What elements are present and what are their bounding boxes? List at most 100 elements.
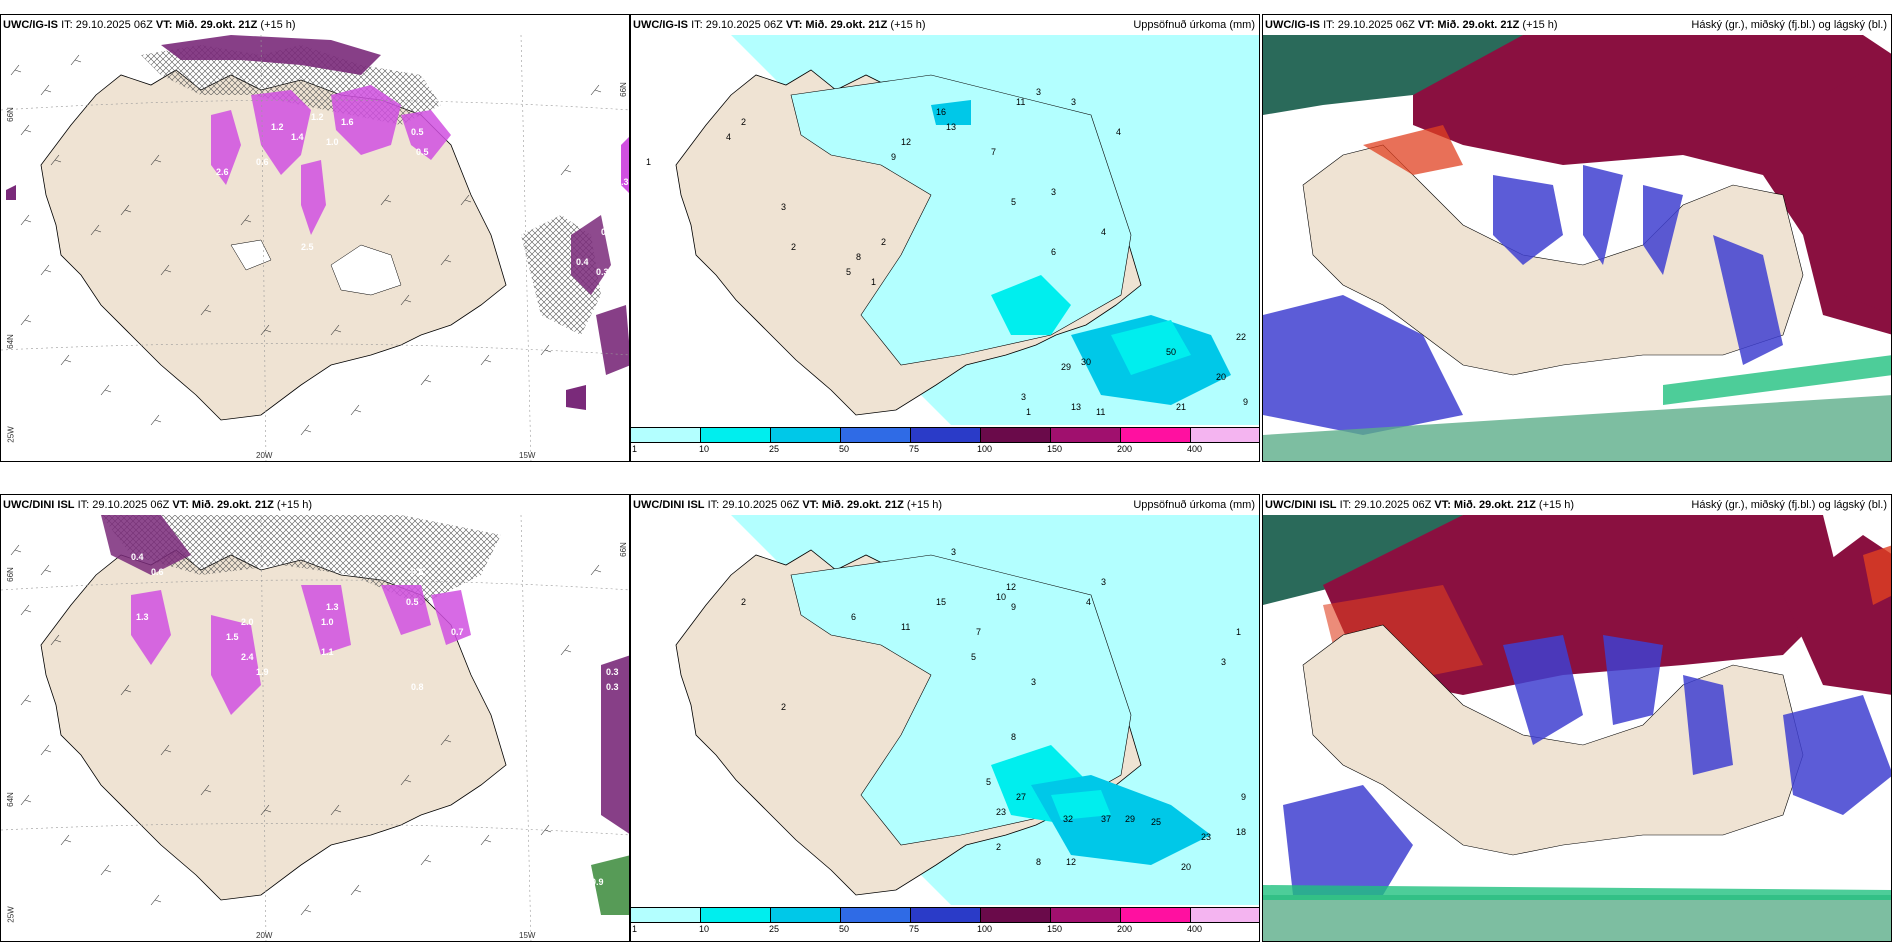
legend-labels: 1 10 25 50 75 100 150 200 400: [631, 444, 1259, 455]
init-time: IT: 29.10.2025 06Z: [707, 499, 800, 511]
model-name: UWC/DINI ISL: [633, 499, 705, 511]
precip-value: 10: [996, 592, 1006, 602]
snow-value: 0.3: [606, 667, 619, 677]
precip-value: 50: [1166, 347, 1176, 357]
precip-value: 3: [781, 202, 786, 212]
precip-value: 29: [1061, 362, 1071, 372]
panel-ig-is-wind: UWC/IG-IS IT: 29.10.2025 06Z VT: Mið. 29…: [0, 14, 630, 462]
lat-label: 66N: [618, 542, 628, 557]
legend-swatch: [1191, 908, 1259, 922]
snow-value: 0.3: [606, 682, 619, 692]
panel-ig-is-precip: UWC/IG-IS IT: 29.10.2025 06Z VT: Mið. 29…: [630, 14, 1260, 462]
precip-value: 16: [936, 107, 946, 117]
lon-label: 15W: [519, 931, 536, 940]
forecast-offset: (+15 h): [1538, 499, 1575, 511]
snow-value: 0.7: [456, 107, 469, 117]
field-title: Háský (gr.), miðský (fj.bl.) og lágský (…: [1691, 19, 1887, 31]
legend-label: 400: [1187, 444, 1203, 454]
precip-value: 9: [891, 152, 896, 162]
iceland-land: [1302, 144, 1804, 376]
snow-value: 1.6: [341, 117, 354, 127]
valid-label: VT:: [802, 499, 819, 511]
lon-label: 15W: [519, 451, 536, 460]
panel-ig-is-cloud: UWC/IG-IS IT: 29.10.2025 06Z VT: Mið. 29…: [1262, 14, 1892, 462]
snow-value: 0.5: [411, 127, 424, 137]
lon-label: 25W: [6, 906, 16, 923]
precip-value: 20: [1181, 862, 1191, 872]
snow-value: 0.8: [411, 682, 424, 692]
precip-value: 2: [781, 702, 786, 712]
cloud-map: [1263, 515, 1891, 941]
legend-label: 25: [769, 924, 780, 934]
legend-swatch: [631, 428, 701, 442]
precip-map: 3 2 6 15 10 12 9 5 4 3 11 7 8 3 2 5 23 2…: [631, 515, 1259, 905]
precip-value: 9: [1011, 602, 1016, 612]
lat-label: 66N: [5, 107, 15, 122]
forecast-offset: (+15 h): [260, 19, 296, 31]
legend-swatch: [1121, 428, 1191, 442]
wind-map: 0.4 0.3 2.6 1.4 1.0 1.6 0.6 0.5 0.3 0.3 …: [1, 35, 629, 461]
legend-label: 10: [699, 924, 710, 934]
precip-value: 12: [1066, 857, 1076, 867]
legend-label: 1: [632, 444, 638, 454]
panel-dini-cloud: UWC/DINI ISL IT: 29.10.2025 06Z VT: Mið.…: [1262, 494, 1892, 942]
precip-value: 3: [1101, 577, 1106, 587]
snow-value: 0.6: [151, 567, 164, 577]
snow-value: 0.3: [616, 177, 629, 187]
lat-label: 64N: [5, 792, 15, 807]
legend-label: 50: [839, 444, 850, 454]
valid-time: Mið. 29.okt. 21Z: [805, 19, 888, 31]
valid-time: Mið. 29.okt. 21Z: [821, 499, 904, 511]
precip-value: 37: [1101, 814, 1111, 824]
snow-value: 1.5: [226, 632, 239, 642]
init-time: IT: 29.10.2025 06Z: [1339, 499, 1432, 511]
precip-value: 13: [1071, 402, 1081, 412]
panel-header: UWC/DINI ISL IT: 29.10.2025 06Z VT: Mið.…: [1265, 499, 1574, 511]
legend-swatch: [841, 908, 911, 922]
valid-time: Mið. 29.okt. 21Z: [1437, 19, 1520, 31]
legend-label: 200: [1117, 924, 1133, 934]
legend-swatches: [631, 427, 1259, 443]
precip-value: 18: [1236, 827, 1246, 837]
forecast-offset: (+15 h): [906, 499, 943, 511]
snow-value: 0.7: [451, 627, 464, 637]
precip-value: 8: [1036, 857, 1041, 867]
precip-value: 8: [1011, 732, 1016, 742]
map-svg: 3 2 6 15 10 12 9 5 4 3 11 7 8 3 2 5 23 2…: [631, 515, 1259, 905]
precip-value: 1: [1236, 627, 1241, 637]
snow-value: 0.6: [411, 567, 424, 577]
init-time: IT: 29.10.2025 06Z: [61, 19, 153, 31]
snow-value: 1.2: [311, 112, 324, 122]
valid-label: VT:: [155, 19, 173, 31]
snow-value: 0.5: [406, 597, 419, 607]
precip-value: 7: [991, 147, 996, 157]
precip-value: 11: [1016, 97, 1025, 107]
legend-label: 100: [977, 924, 993, 934]
snow-value: 1.0: [326, 137, 339, 147]
legend-labels: 1 10 25 50 75 100 150 200 400: [631, 924, 1259, 935]
snow-value: 1.3: [326, 602, 339, 612]
lat-label: 66N: [5, 567, 15, 582]
precip-map: 1 2 4 16 13 11 3 3 4 5 12 9 7 6 4 3 3 2 …: [631, 35, 1259, 425]
wind-map: 0.6 1.3 1.9 2.4 1.5 1.0 0.7 0.5 0.3 0.3 …: [1, 515, 629, 941]
map-svg: 0.6 1.3 1.9 2.4 1.5 1.0 0.7 0.5 0.3 0.3 …: [1, 515, 629, 941]
precip-value: 3: [1031, 677, 1036, 687]
field-title: Háský (gr.), miðský (fj.bl.) og lágský (…: [1691, 499, 1887, 511]
precip-value: 7: [976, 627, 981, 637]
precip-value: 2: [791, 242, 796, 252]
legend-swatch: [771, 428, 841, 442]
panel-header: UWC/IG-IS IT: 29.10.2025 06Z VT: Mið. 29…: [633, 19, 926, 31]
precip-value: 20: [1216, 372, 1226, 382]
snow-value: 2.5: [301, 242, 314, 252]
legend-swatch: [911, 908, 981, 922]
precip-value: 2: [741, 117, 746, 127]
precip-value: 5: [971, 652, 976, 662]
legend-swatch: [701, 428, 771, 442]
lat-label: 64N: [5, 334, 15, 349]
precip-value: 25: [1151, 817, 1161, 827]
init-time: IT: 29.10.2025 06Z: [1323, 19, 1415, 31]
precip-legend: 1 10 25 50 75 100 150 200 400: [631, 907, 1259, 935]
precip-value: 27: [1016, 792, 1026, 802]
valid-time: Mið. 29.okt. 21Z: [175, 19, 258, 31]
lat-label: 66N: [618, 82, 628, 97]
